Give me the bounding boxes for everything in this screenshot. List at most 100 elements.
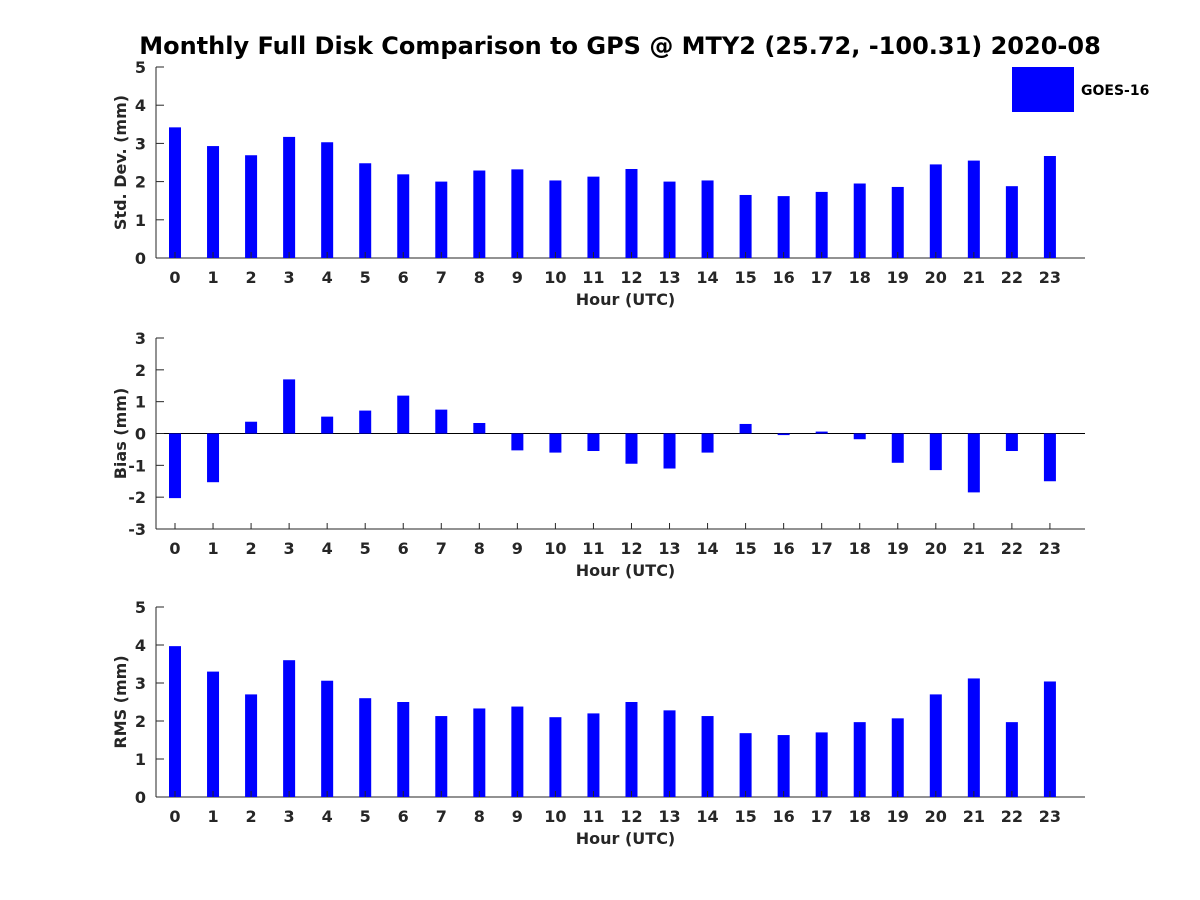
rms-bar-hour-14 — [701, 716, 714, 797]
rms-x-axis-label: Hour (UTC) — [576, 829, 676, 848]
std-x-tick-label: 2 — [246, 268, 257, 287]
bias-y-tick-label: 2 — [135, 361, 146, 380]
std-x-tick-label: 11 — [582, 268, 604, 287]
rms-x-tick-label: 12 — [620, 807, 642, 826]
bias-x-tick-label: 19 — [887, 539, 909, 558]
bias-x-tick-label: 8 — [474, 539, 485, 558]
std-x-tick-label: 15 — [734, 268, 756, 287]
rms-x-tick-label: 15 — [734, 807, 756, 826]
rms-y-axis-label: RMS (mm) — [111, 655, 130, 748]
bias-bar-hour-18 — [853, 433, 866, 440]
bias-bar-hour-0 — [169, 433, 181, 499]
std-bar-hour-11 — [587, 176, 600, 258]
std-x-tick-label: 13 — [658, 268, 680, 287]
bias-bar-hour-15 — [739, 423, 752, 434]
rms-bar-hour-20 — [929, 694, 942, 797]
rms-x-tick-label: 2 — [246, 807, 257, 826]
rms-bar-hour-8 — [473, 708, 486, 797]
rms-x-tick-label: 16 — [773, 807, 795, 826]
bias-x-tick-label: 15 — [734, 539, 756, 558]
std-x-tick-label: 17 — [811, 268, 833, 287]
std-bar-hour-14 — [701, 180, 714, 258]
std-x-tick-label: 18 — [849, 268, 871, 287]
rms-x-tick-label: 10 — [544, 807, 566, 826]
rms-x-tick-label: 23 — [1039, 807, 1061, 826]
std-x-tick-label: 14 — [696, 268, 718, 287]
rms-x-tick-label: 3 — [284, 807, 295, 826]
bias-x-tick-label: 21 — [963, 539, 985, 558]
std-bar-hour-22 — [1005, 186, 1018, 258]
bias-y-tick-label: 1 — [135, 393, 146, 412]
rms-x-tick-label: 8 — [474, 807, 485, 826]
std-bar-hour-6 — [397, 174, 410, 258]
rms-y-tick-label: 5 — [135, 598, 146, 617]
std-y-tick-label: 1 — [135, 211, 146, 230]
std-x-tick-label: 5 — [360, 268, 371, 287]
rms-y-tick-label: 2 — [135, 712, 146, 731]
bias-bar-hour-22 — [1005, 433, 1018, 452]
rms-x-tick-label: 1 — [207, 807, 218, 826]
rms-bar-hour-5 — [359, 698, 372, 797]
bias-x-tick-label: 1 — [207, 539, 218, 558]
rms-x-tick-label: 17 — [811, 807, 833, 826]
bias-y-tick-label: 3 — [135, 329, 146, 348]
rms-bar-hour-2 — [245, 694, 258, 797]
rms-x-tick-label: 20 — [925, 807, 947, 826]
rms-bar-hour-21 — [967, 678, 980, 797]
legend-swatch — [1012, 67, 1074, 112]
bias-bar-hour-3 — [283, 379, 296, 434]
std-x-tick-label: 16 — [773, 268, 795, 287]
bias-bar-hour-5 — [359, 410, 372, 434]
bias-x-tick-label: 7 — [436, 539, 447, 558]
bias-bar-hour-12 — [625, 433, 638, 464]
std-bar-hour-3 — [283, 136, 296, 258]
rms-y-tick-label: 1 — [135, 750, 146, 769]
bias-bar-hour-16 — [777, 433, 790, 436]
std-bar-hour-12 — [625, 168, 638, 258]
std-bar-hour-13 — [663, 181, 676, 258]
rms-y-tick-label: 0 — [135, 788, 146, 807]
rms-bar-hour-3 — [283, 660, 296, 797]
std-bar-hour-21 — [967, 160, 980, 258]
std-bar-hour-15 — [739, 194, 752, 258]
std-x-tick-label: 0 — [169, 268, 180, 287]
std-bar-hour-8 — [473, 170, 486, 258]
rms-bar-hour-22 — [1005, 722, 1018, 797]
std-bar-hour-10 — [549, 180, 562, 258]
bias-x-tick-label: 3 — [284, 539, 295, 558]
bias-bar-hour-11 — [587, 433, 600, 452]
bias-y-tick-label: -3 — [128, 520, 146, 539]
std-bar-hour-5 — [359, 163, 372, 258]
std-bar-hour-4 — [321, 142, 334, 258]
bias-bar-hour-7 — [435, 409, 448, 434]
rms-bar-hour-15 — [739, 733, 752, 797]
rms-x-tick-label: 9 — [512, 807, 523, 826]
std-bar-hour-23 — [1043, 156, 1056, 258]
bias-bar-hour-1 — [207, 433, 220, 483]
bias-x-tick-label: 17 — [811, 539, 833, 558]
std-bar-hour-17 — [815, 191, 828, 258]
bias-x-tick-label: 6 — [398, 539, 409, 558]
bias-x-axis-label: Hour (UTC) — [576, 561, 676, 580]
bias-bar-hour-13 — [663, 433, 676, 469]
std-x-tick-label: 19 — [887, 268, 909, 287]
std-y-tick-label: 0 — [135, 249, 146, 268]
bias-bar-hour-6 — [397, 395, 410, 434]
bias-bar-hour-10 — [549, 433, 562, 453]
std-x-tick-label: 21 — [963, 268, 985, 287]
bias-bar-hour-20 — [929, 433, 942, 471]
std-x-tick-label: 12 — [620, 268, 642, 287]
bias-bar-hour-21 — [967, 433, 980, 493]
bias-x-tick-label: 0 — [169, 539, 180, 558]
bias-y-tick-label: -2 — [128, 488, 146, 507]
rms-x-tick-label: 18 — [849, 807, 871, 826]
rms-x-tick-label: 4 — [322, 807, 333, 826]
bias-y-tick-label: -1 — [128, 456, 146, 475]
std-bar-hour-19 — [891, 186, 904, 258]
std-bar-hour-20 — [929, 164, 942, 258]
bias-bar-hour-2 — [245, 421, 258, 434]
